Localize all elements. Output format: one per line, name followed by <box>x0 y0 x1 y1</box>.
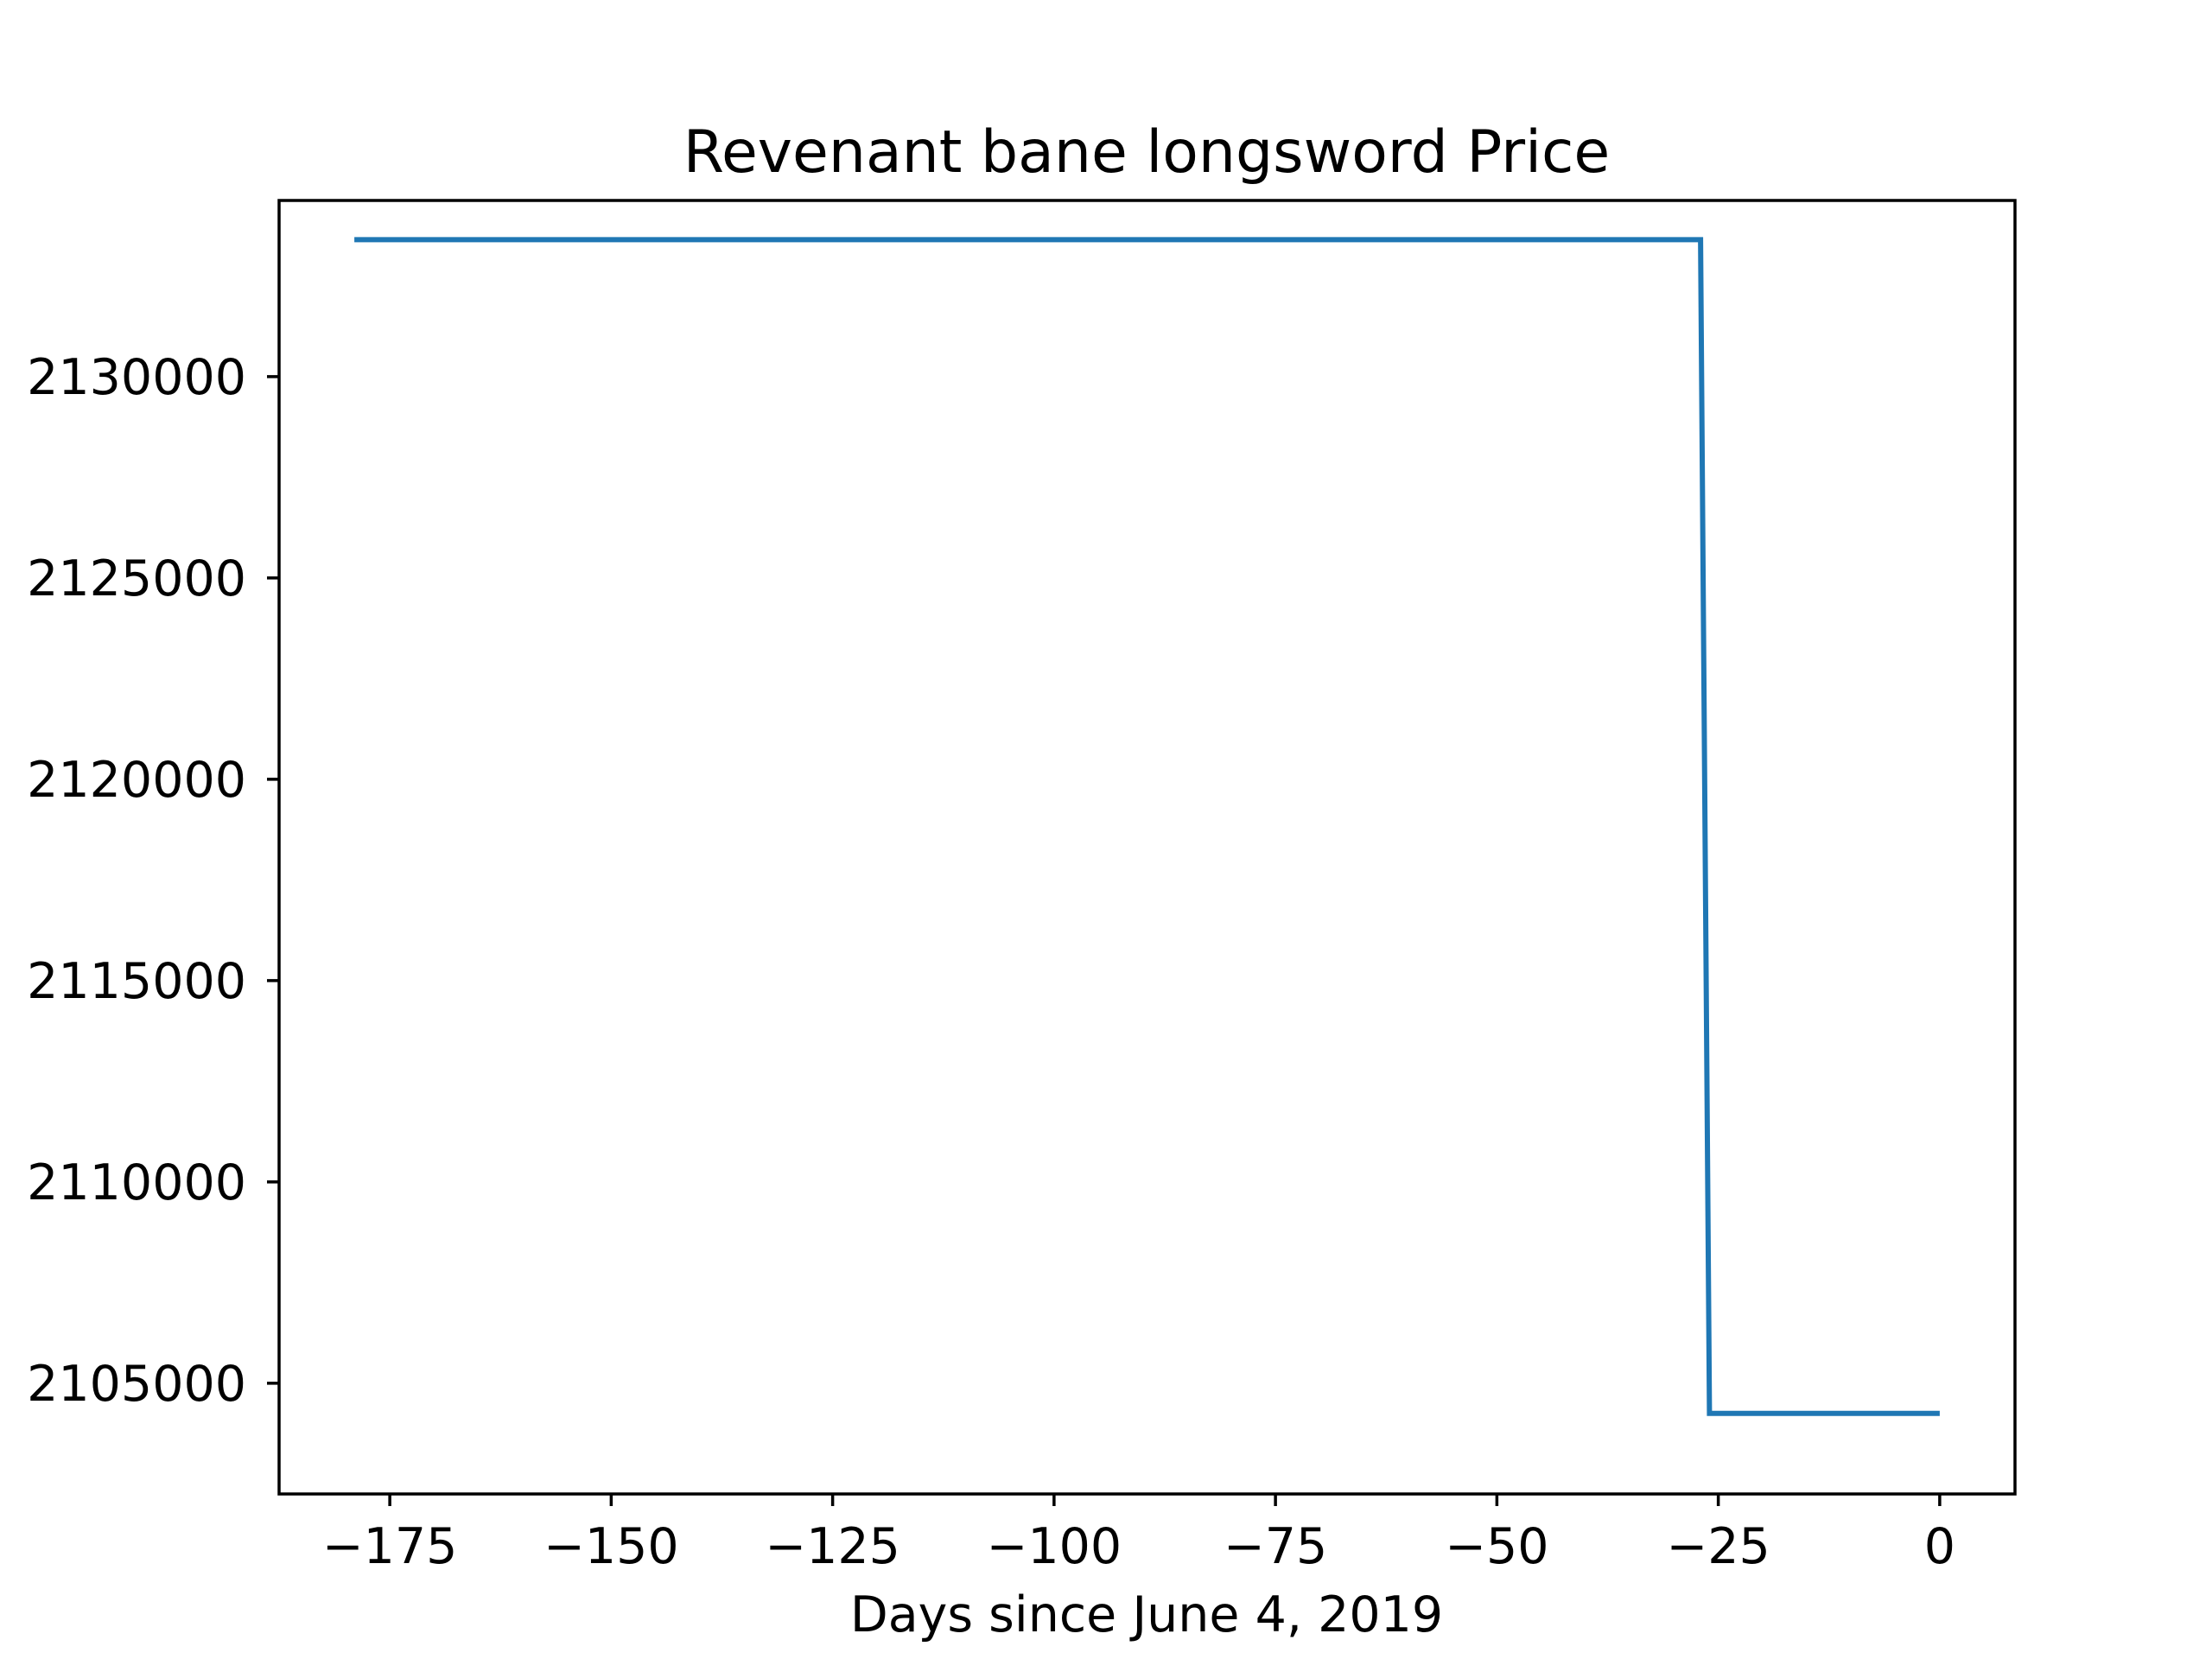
y-tick-label: 2130000 <box>27 349 246 406</box>
plot-area-frame <box>277 199 2017 1496</box>
price-series-line <box>354 237 1940 1416</box>
y-tick-label: 2120000 <box>27 752 246 809</box>
y-tick-label: 2110000 <box>27 1154 246 1211</box>
y-axis: 2105000 2110000 2115000 2120000 2125000 21300… <box>27 349 279 1413</box>
x-axis-title: Days since June 4, 2019 <box>850 1586 1443 1643</box>
x-tick-label: −25 <box>1666 1518 1770 1575</box>
y-tick-label: 2105000 <box>27 1356 246 1413</box>
x-axis: −175 −150 −125 −100 −75 −50 −25 0 <box>322 1494 1955 1575</box>
x-tick-label: −100 <box>987 1518 1122 1575</box>
series-layer <box>354 237 1940 1416</box>
x-tick-label: 0 <box>1924 1518 1955 1575</box>
x-tick-label: −75 <box>1224 1518 1327 1575</box>
x-tick-label: −150 <box>543 1518 679 1575</box>
x-tick-label: −125 <box>765 1518 900 1575</box>
y-tick-label: 2115000 <box>27 953 246 1010</box>
y-tick-label: 2125000 <box>27 550 246 607</box>
x-tick-label: −50 <box>1445 1518 1548 1575</box>
chart-title: Revenant bane longsword Price <box>683 118 1610 187</box>
x-tick-label: −175 <box>322 1518 458 1575</box>
